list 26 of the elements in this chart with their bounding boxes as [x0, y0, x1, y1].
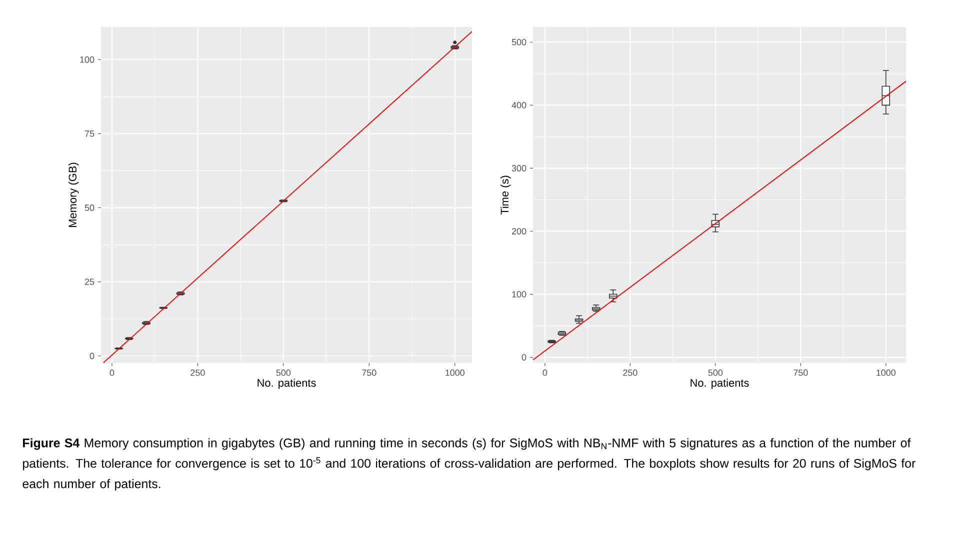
- text: Figure S4 Memory consumption in gigabytes (GB) and running time in seconds (s) for SigMoS with NB$_{N}$-NMF with 5 signatures as a function of the number of patients. The tolerance for convergence is set to 10$^{-5}$ and 100 iterations of cross-validation are performed. The boxplots show results for 20 runs of SigMoS for each number of patients.: [22, 438, 916, 491]
- y-tick-label: 100: [512, 291, 526, 298]
- x-tick-label: 250: [190, 370, 205, 376]
- x-tick-label: 250: [623, 370, 638, 376]
- y-tick-label: 75: [84, 130, 94, 137]
- x-tick-label: 750: [794, 370, 808, 376]
- y-tick-label: 200: [512, 228, 526, 234]
- y-axis-title: Time (s): [500, 176, 511, 215]
- x-tick-label: 1000: [446, 370, 464, 376]
- x-tick-label: 0: [542, 370, 548, 376]
- y-tick-label: 0: [522, 354, 526, 361]
- x-axis-title: No. patients: [258, 378, 316, 389]
- y-tick-label: 25: [84, 278, 94, 285]
- y-tick-label: 500: [512, 38, 526, 46]
- y-axis-title: Memory (GB): [68, 162, 79, 227]
- x-tick-label: 500: [708, 370, 723, 376]
- y-tick-label: 100: [80, 56, 94, 63]
- y-tick-label: 50: [84, 204, 94, 211]
- y-tick-label: 300: [512, 165, 526, 172]
- x-tick-label: 500: [276, 370, 291, 376]
- y-tick-label: 400: [512, 102, 526, 108]
- x-tick-label: 1000: [876, 370, 896, 376]
- y-tick-label: 0: [90, 352, 94, 360]
- x-tick-label: 0: [110, 370, 114, 376]
- x-axis-title: No. patients: [690, 378, 749, 389]
- x-tick-label: 750: [362, 370, 376, 376]
